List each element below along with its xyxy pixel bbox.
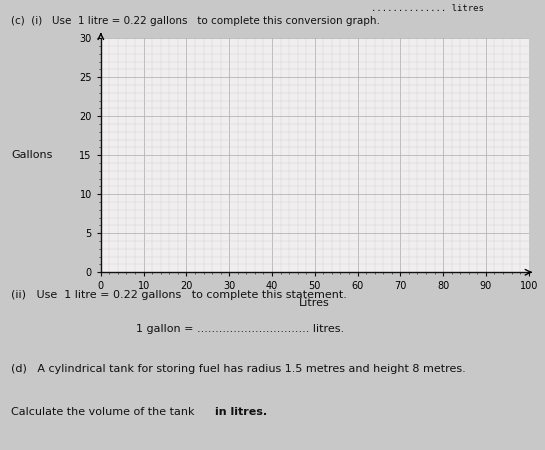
Text: (ii)   Use  1 litre = 0.22 gallons   to complete this statement.: (ii) Use 1 litre = 0.22 gallons to compl…	[11, 290, 347, 300]
Text: in litres.: in litres.	[215, 407, 268, 417]
Text: (d)   A cylindrical tank for storing fuel has radius 1.5 metres and height 8 met: (d) A cylindrical tank for storing fuel …	[11, 364, 465, 374]
Text: 1 gallon = ............................... litres.: 1 gallon = .............................…	[136, 324, 344, 334]
Text: Gallons: Gallons	[11, 150, 52, 160]
Text: .............. litres: .............. litres	[371, 4, 483, 13]
Text: Calculate the volume of the tank: Calculate the volume of the tank	[11, 407, 198, 417]
Text: (c)  (i)   Use  1 litre = 0.22 gallons   to complete this conversion graph.: (c) (i) Use 1 litre = 0.22 gallons to co…	[11, 16, 380, 26]
X-axis label: Litres: Litres	[299, 298, 330, 308]
